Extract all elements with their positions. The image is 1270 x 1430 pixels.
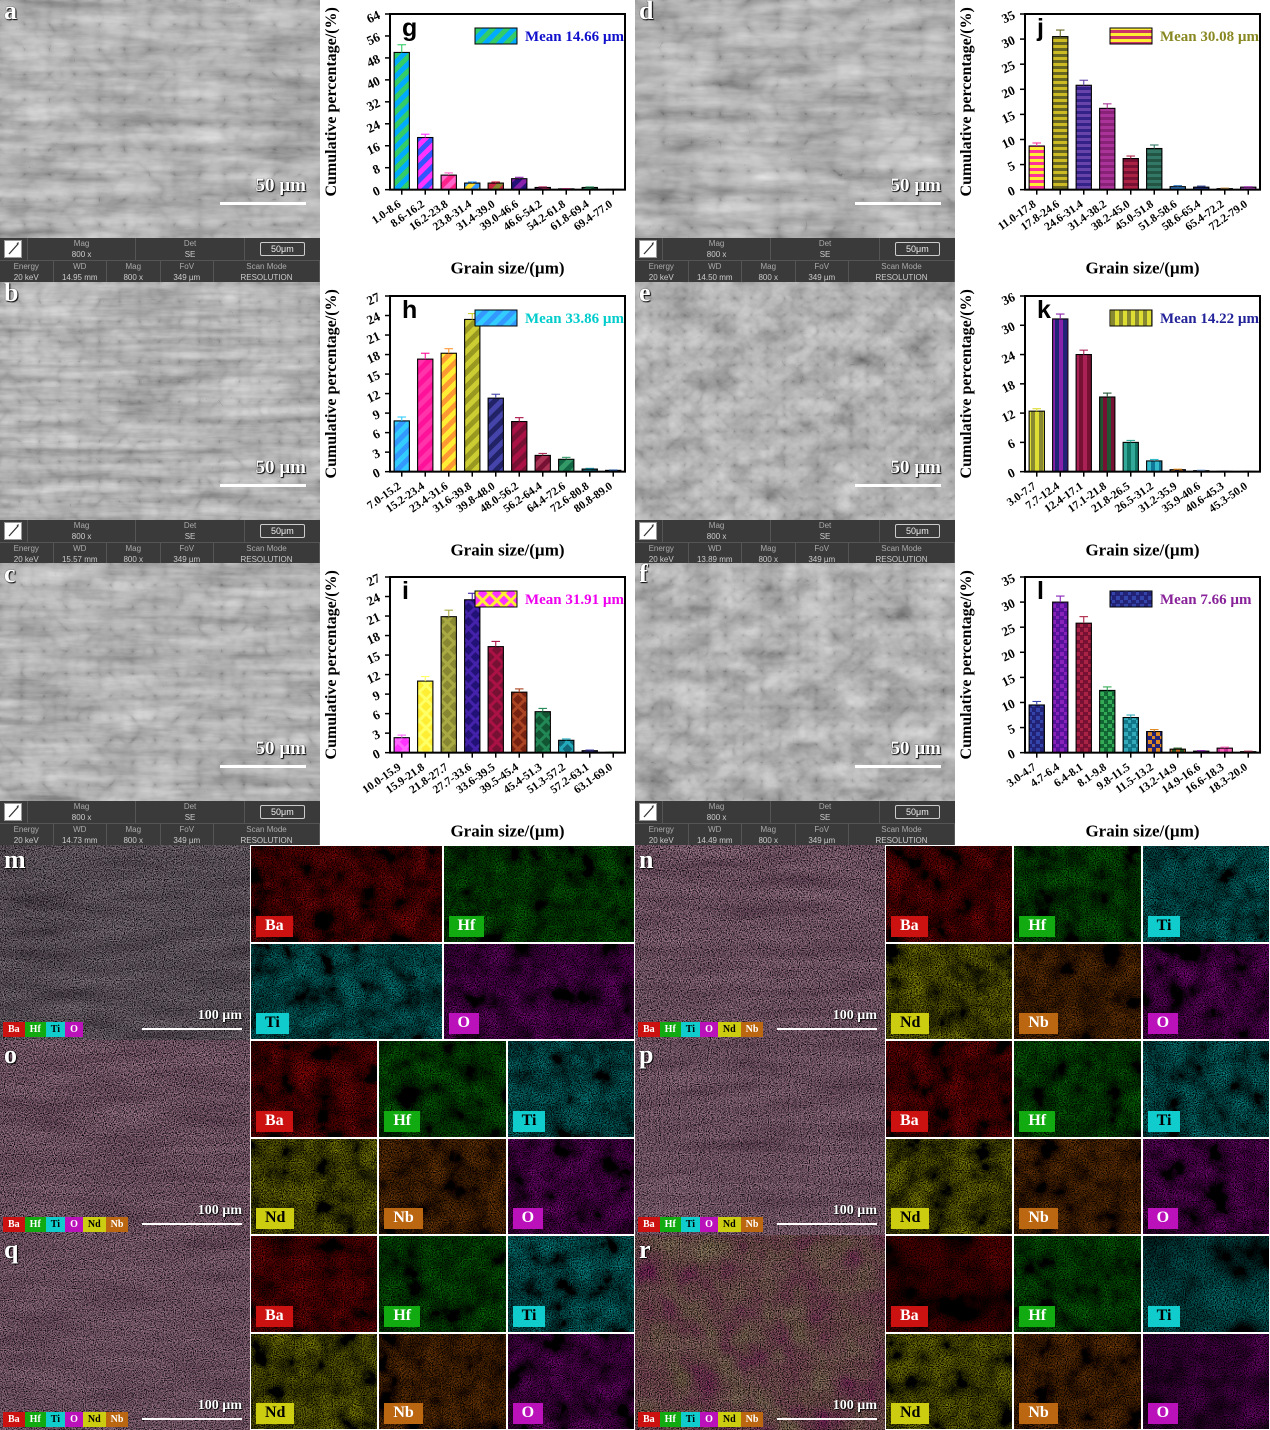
svg-text:Grain size/(µm): Grain size/(µm) (450, 822, 564, 841)
svg-text:Cumulative percentage/(%): Cumulative percentage/(%) (323, 571, 340, 760)
svg-text:Mean 31.91 µm: Mean 31.91 µm (525, 592, 624, 608)
svg-text:Grain size/(µm): Grain size/(µm) (450, 540, 564, 559)
svg-text:g: g (402, 14, 417, 42)
svg-text:Cumulative percentage/(%): Cumulative percentage/(%) (958, 289, 975, 478)
svg-text:Mean 33.86 µm: Mean 33.86 µm (525, 311, 624, 327)
svg-text:Grain size/(µm): Grain size/(µm) (1085, 259, 1199, 278)
svg-text:Mean 7.66 µm: Mean 7.66 µm (1160, 592, 1252, 608)
svg-text:Grain size/(µm): Grain size/(µm) (1085, 540, 1199, 559)
svg-text:Cumulative percentage/(%): Cumulative percentage/(%) (958, 7, 975, 196)
svg-text:Cumulative percentage/(%): Cumulative percentage/(%) (958, 571, 975, 760)
svg-text:j: j (1036, 14, 1044, 42)
svg-text:Mean 14.22 µm: Mean 14.22 µm (1160, 311, 1259, 327)
svg-text:Cumulative percentage/(%): Cumulative percentage/(%) (323, 7, 340, 196)
svg-text:l: l (1037, 577, 1044, 605)
svg-text:i: i (402, 577, 409, 605)
svg-text:Grain size/(µm): Grain size/(µm) (450, 259, 564, 278)
svg-text:Mean 30.08 µm: Mean 30.08 µm (1160, 29, 1259, 45)
svg-text:Grain size/(µm): Grain size/(µm) (1085, 822, 1199, 841)
svg-text:h: h (402, 296, 417, 324)
svg-text:Mean 14.66 µm: Mean 14.66 µm (525, 29, 624, 45)
svg-text:Cumulative percentage/(%): Cumulative percentage/(%) (323, 289, 340, 478)
svg-text:k: k (1037, 296, 1051, 324)
